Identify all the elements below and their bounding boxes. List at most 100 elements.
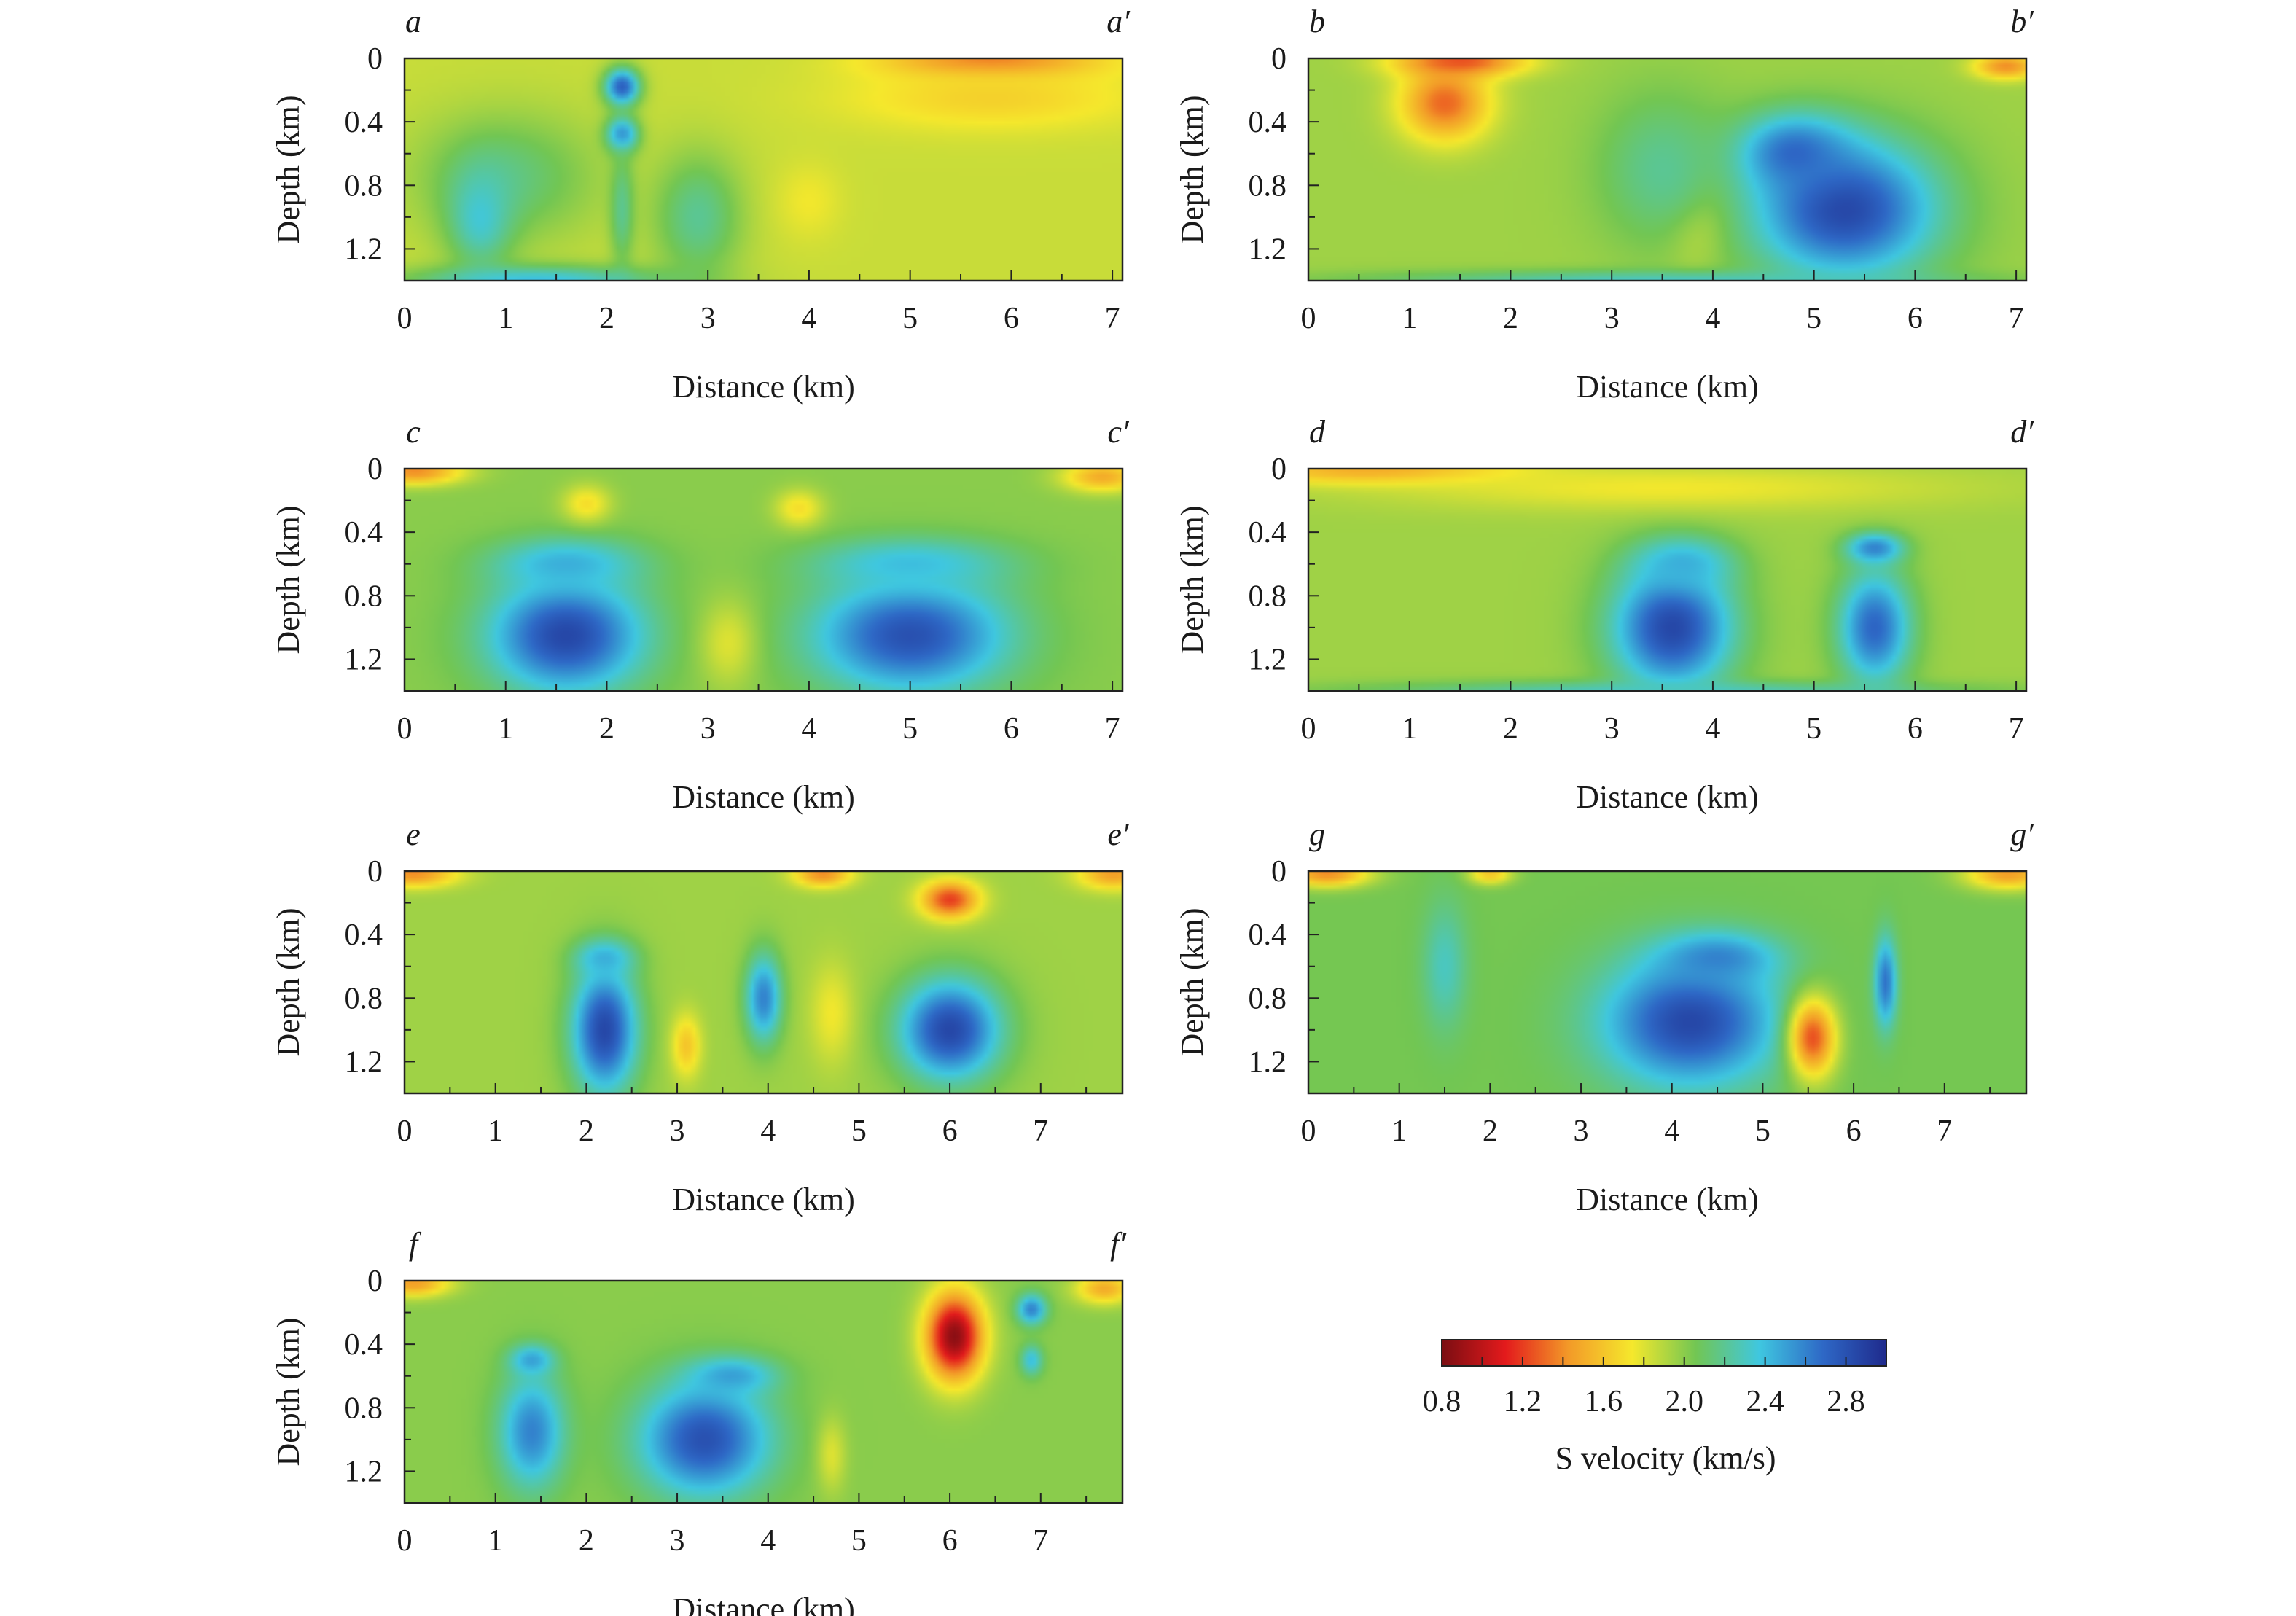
y-axis-title: Depth (km) bbox=[270, 907, 306, 1056]
x-tick-label: 0 bbox=[397, 1524, 413, 1558]
x-tick-label: 6 bbox=[942, 1524, 958, 1558]
profile-end-label: f′ bbox=[1110, 1226, 1127, 1262]
colorbar: 0.8 1.2 1.6 2.0 2.4 2.8 S velocity (km/s) bbox=[1423, 1339, 1887, 1476]
y-tick-label: 0.4 bbox=[1249, 516, 1287, 550]
x-tick-label: 2 bbox=[599, 712, 614, 746]
x-tick-label: 5 bbox=[851, 1524, 867, 1558]
x-axis-title: Distance (km) bbox=[672, 369, 854, 405]
y-tick-label: 1.2 bbox=[1249, 643, 1287, 676]
x-tick-label: 3 bbox=[1604, 302, 1620, 335]
y-tick-label: 0.4 bbox=[345, 106, 383, 139]
y-tick-label: 0 bbox=[367, 453, 383, 486]
plot-frame bbox=[1307, 467, 2028, 692]
x-tick-label: 0 bbox=[397, 302, 413, 335]
velocity-field-e bbox=[405, 871, 1122, 1093]
x-tick-label: 0 bbox=[1301, 1115, 1316, 1148]
y-tick-label: 0.4 bbox=[1249, 106, 1287, 139]
x-tick-label: 0 bbox=[1301, 302, 1316, 335]
colorbar-tick-label: 1.6 bbox=[1585, 1385, 1623, 1418]
x-tick-label: 3 bbox=[670, 1115, 685, 1148]
x-tick-label: 1 bbox=[1402, 712, 1417, 746]
x-axis-title: Distance (km) bbox=[1576, 369, 1758, 405]
x-tick-label: 0 bbox=[397, 1115, 413, 1148]
x-axis-title: Distance (km) bbox=[672, 779, 854, 815]
profile-start-label: a bbox=[405, 4, 421, 39]
x-tick-label: 2 bbox=[579, 1115, 594, 1148]
panel-b: 0 1 2 3 4 5 6 7 0 0.4 0.8 1.2 Distance (km) Depth (km… bbox=[1174, 4, 2034, 405]
x-tick-label: 5 bbox=[902, 712, 918, 746]
profile-start-label: e bbox=[406, 816, 421, 852]
y-tick-label: 0 bbox=[367, 1265, 383, 1298]
y-tick-label: 0.8 bbox=[345, 1391, 383, 1425]
x-tick-label: 4 bbox=[1664, 1115, 1679, 1148]
x-axis-title: Distance (km) bbox=[1576, 779, 1758, 815]
colorbar-tick-label: 2.8 bbox=[1827, 1385, 1865, 1418]
plot-frame bbox=[403, 1279, 1124, 1504]
profile-end-label: g′ bbox=[2010, 816, 2034, 852]
panel-d: 0 1 2 3 4 5 6 7 0 0.4 0.8 1.2 Distance (km) Depth (km… bbox=[1174, 414, 2034, 815]
x-tick-label: 7 bbox=[2009, 712, 2024, 746]
profile-start-label: d bbox=[1309, 414, 1326, 450]
profile-end-label: b′ bbox=[2010, 4, 2034, 39]
y-tick-label: 0 bbox=[1271, 855, 1286, 889]
profile-start-label: f bbox=[409, 1226, 422, 1262]
x-tick-label: 2 bbox=[599, 302, 614, 335]
x-tick-label: 7 bbox=[1105, 302, 1120, 335]
x-tick-label: 2 bbox=[1503, 302, 1518, 335]
y-axis-title: Depth (km) bbox=[270, 95, 306, 243]
y-tick-label: 1.2 bbox=[1249, 233, 1287, 266]
x-tick-label: 1 bbox=[498, 302, 513, 335]
y-tick-label: 1.2 bbox=[1249, 1045, 1287, 1079]
x-tick-label: 1 bbox=[488, 1115, 503, 1148]
panel-a: 0 1 2 3 4 5 6 7 0 0.4 0.8 1.2 Distance (km) Depth (km… bbox=[270, 4, 1131, 405]
y-tick-label: 0.4 bbox=[345, 1328, 383, 1362]
x-tick-label: 2 bbox=[1483, 1115, 1498, 1148]
plot-frame bbox=[403, 57, 1124, 282]
y-axis-title: Depth (km) bbox=[270, 1317, 306, 1466]
y-tick-label: 0.8 bbox=[1249, 982, 1287, 1015]
panel-f: 0 1 2 3 4 5 6 7 0 0.4 0.8 1.2 Distance (km) Depth (km… bbox=[270, 1226, 1127, 1616]
colorbar-tick-label: 0.8 bbox=[1423, 1385, 1461, 1418]
x-tick-label: 4 bbox=[760, 1115, 776, 1148]
x-tick-label: 7 bbox=[2009, 302, 2024, 335]
x-tick-label: 3 bbox=[1574, 1115, 1589, 1148]
x-tick-label: 0 bbox=[1301, 712, 1316, 746]
x-tick-label: 6 bbox=[942, 1115, 958, 1148]
profile-end-label: a′ bbox=[1106, 4, 1131, 39]
colorbar-ticks: 0.8 1.2 1.6 2.0 2.4 2.8 bbox=[1423, 1357, 1887, 1418]
y-tick-label: 0.8 bbox=[345, 982, 383, 1015]
profile-start-label: c bbox=[406, 414, 421, 450]
x-tick-label: 1 bbox=[1391, 1115, 1407, 1148]
x-axis-title: Distance (km) bbox=[1576, 1182, 1758, 1217]
x-tick-label: 6 bbox=[1846, 1115, 1862, 1148]
profile-end-label: e′ bbox=[1107, 816, 1130, 852]
plot-frame bbox=[403, 467, 1124, 692]
x-tick-label: 3 bbox=[670, 1524, 685, 1558]
x-tick-label: 0 bbox=[397, 712, 413, 746]
plot-frame bbox=[1307, 870, 2028, 1095]
plot-frame bbox=[1307, 57, 2028, 282]
x-axis-title: Distance (km) bbox=[672, 1182, 854, 1217]
profile-end-label: d′ bbox=[2010, 414, 2034, 450]
y-tick-label: 0.8 bbox=[1249, 579, 1287, 613]
y-tick-label: 0.8 bbox=[345, 169, 383, 203]
x-tick-label: 1 bbox=[1402, 302, 1417, 335]
x-tick-label: 6 bbox=[1908, 302, 1923, 335]
x-tick-label: 1 bbox=[498, 712, 513, 746]
colorbar-tick-label: 2.0 bbox=[1665, 1385, 1703, 1418]
x-tick-label: 6 bbox=[1908, 712, 1923, 746]
y-tick-label: 0 bbox=[1271, 42, 1286, 76]
x-tick-label: 4 bbox=[760, 1524, 776, 1558]
x-tick-label: 4 bbox=[801, 302, 816, 335]
y-tick-label: 0 bbox=[367, 42, 383, 76]
x-tick-label: 4 bbox=[801, 712, 816, 746]
x-tick-label: 4 bbox=[1705, 712, 1720, 746]
profile-start-label: g bbox=[1309, 816, 1325, 852]
velocity-field-a bbox=[405, 58, 1122, 281]
y-tick-label: 1.2 bbox=[345, 1455, 383, 1488]
x-tick-label: 5 bbox=[1806, 302, 1821, 335]
panels-group: 0 1 2 3 4 5 6 7 0 0.4 0.8 1.2 Distance (km) Depth (km… bbox=[270, 4, 2034, 1616]
colorbar-gradient bbox=[1441, 1339, 1887, 1367]
x-tick-label: 7 bbox=[1033, 1115, 1048, 1148]
